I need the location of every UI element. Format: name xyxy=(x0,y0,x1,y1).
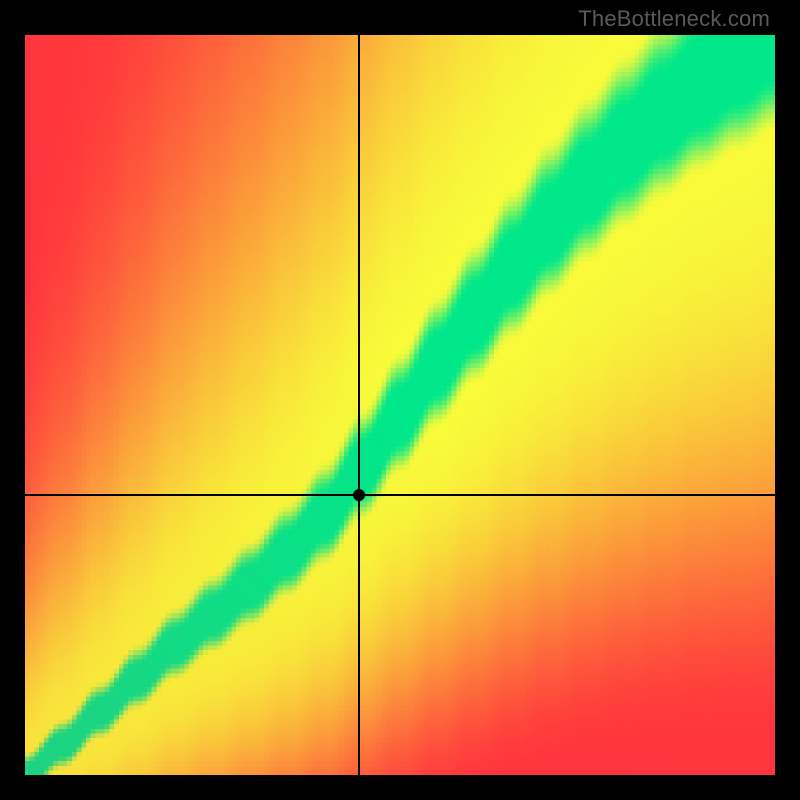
heatmap-plot-area xyxy=(25,35,775,775)
attribution-text: TheBottleneck.com xyxy=(578,6,770,32)
heatmap-canvas xyxy=(25,35,775,775)
chart-root: TheBottleneck.com xyxy=(0,0,800,800)
